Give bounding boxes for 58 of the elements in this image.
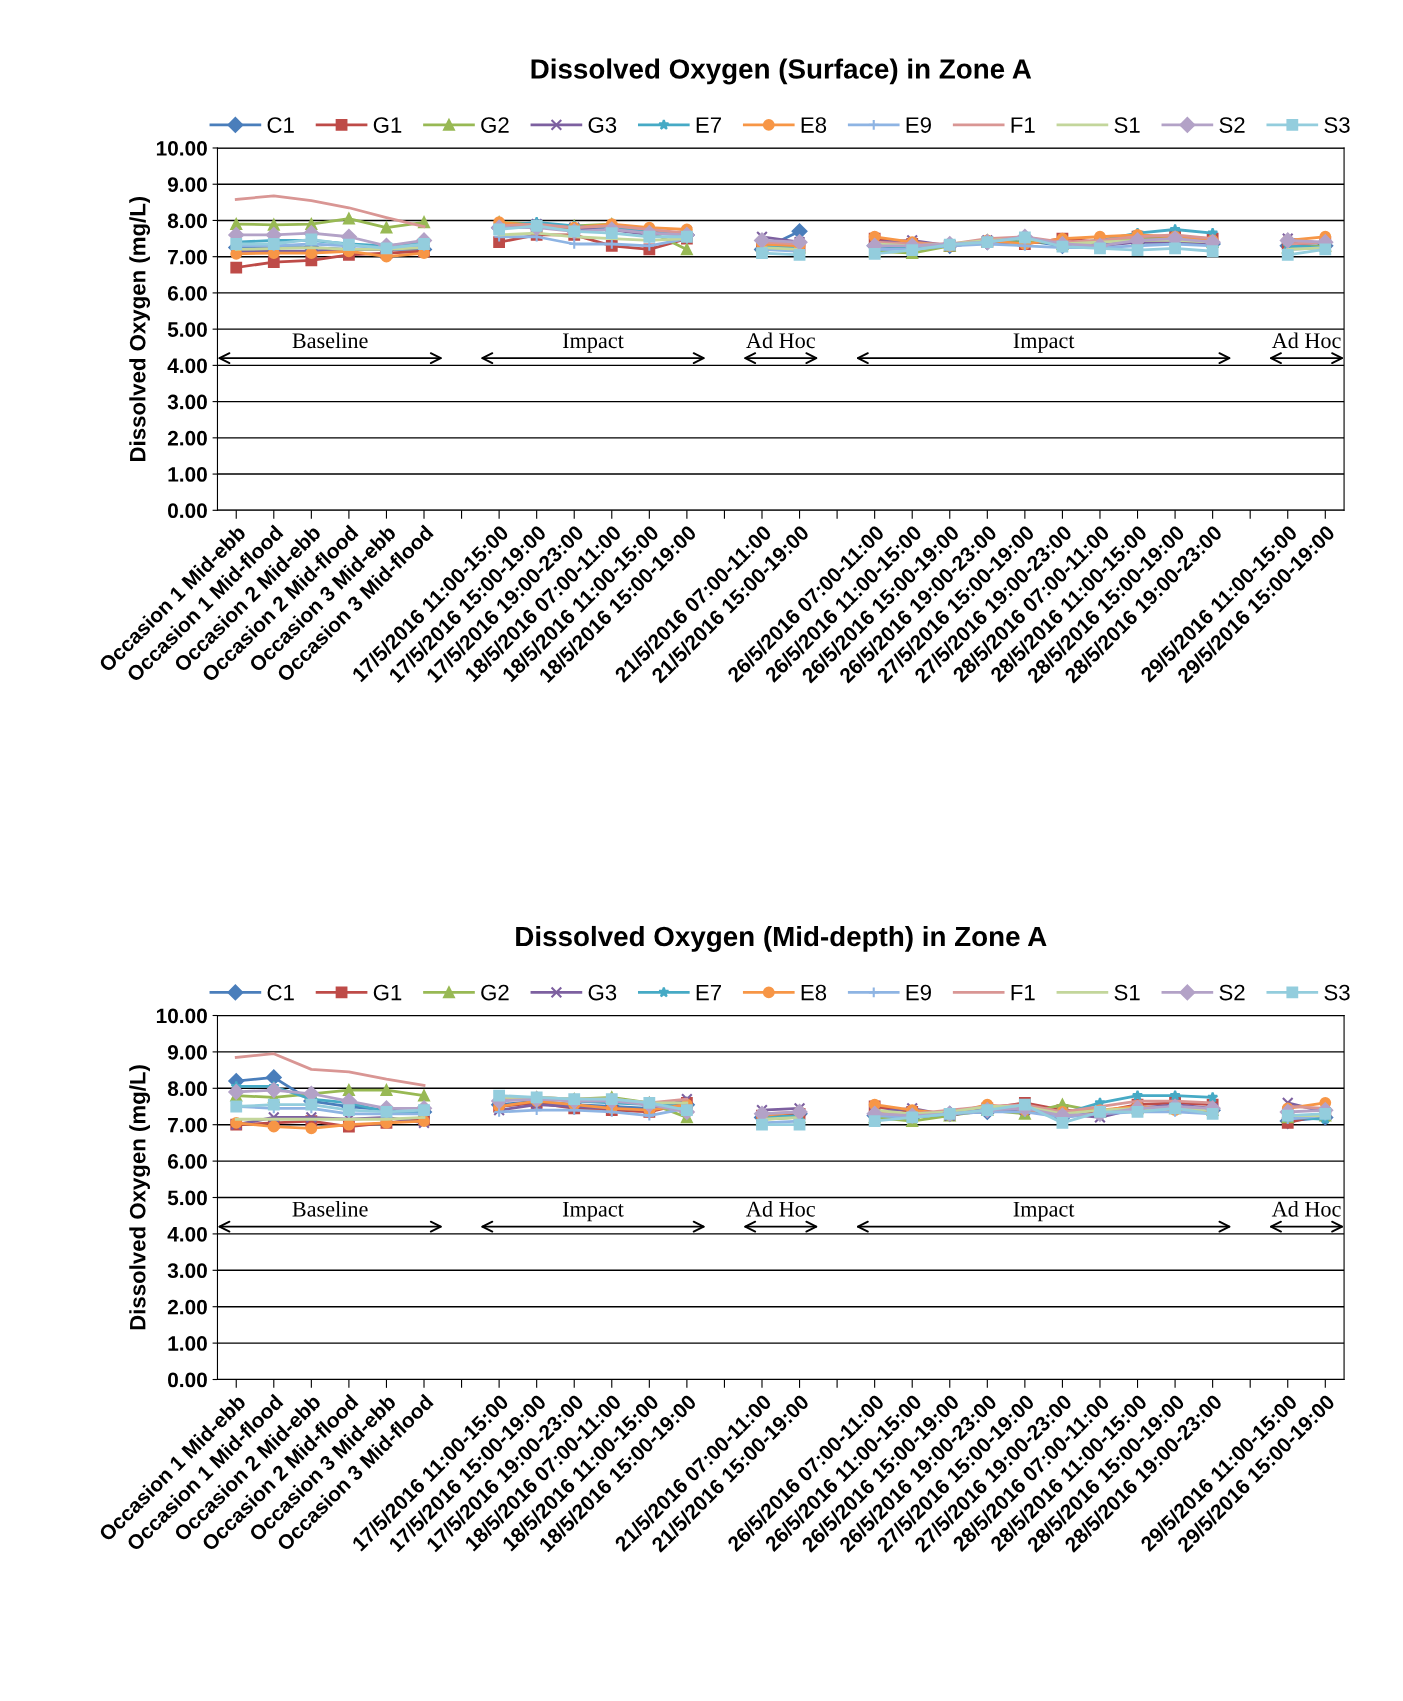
chart-title: Dissolved Oxygen (Surface) in Zone A xyxy=(531,58,1032,85)
y-tick-label: 2.00 xyxy=(167,1299,207,1315)
legend-label: F1 xyxy=(1011,117,1035,133)
annotation: Impact xyxy=(562,1201,624,1222)
legend-label: G3 xyxy=(588,984,617,1001)
legend-label: E9 xyxy=(906,984,931,1001)
y-tick-label: 0.00 xyxy=(168,1372,207,1388)
y-tick-label: 6.00 xyxy=(167,1154,207,1169)
y-tick-label: 8.00 xyxy=(167,1081,207,1097)
legend-label: G2 xyxy=(481,984,509,1001)
y-tick-label: 7.00 xyxy=(168,1117,207,1133)
y-tick-label: 4.00 xyxy=(167,1226,207,1242)
y-tick-label: 5.00 xyxy=(167,322,207,337)
annotation: Ad Hoc xyxy=(746,1201,815,1217)
y-tick-label: 10.00 xyxy=(156,1008,207,1024)
legend-label: G3 xyxy=(588,117,617,133)
chart-title: Dissolved Oxygen (Mid-depth) in Zone A xyxy=(516,925,1047,952)
annotation: Impact xyxy=(1013,1201,1075,1222)
legend-label: E8 xyxy=(801,984,827,1001)
y-tick-label: 10.00 xyxy=(156,140,207,156)
legend-label: C1 xyxy=(267,984,294,1001)
legend-label: S3 xyxy=(1324,984,1350,1001)
annotation: Impact xyxy=(1013,333,1075,353)
y-tick-label: 6.00 xyxy=(167,285,207,301)
y-tick-label: 3.00 xyxy=(167,1263,207,1279)
y-tick-label: 8.00 xyxy=(167,213,207,229)
legend-label: S1 xyxy=(1114,984,1140,1001)
legend-label: C1 xyxy=(267,117,294,133)
annotation: Baseline xyxy=(292,332,368,349)
legend-label: S3 xyxy=(1324,117,1350,133)
annotation: Impact xyxy=(562,333,624,353)
legend-label: E8 xyxy=(801,117,827,133)
annotation: Ad Hoc xyxy=(1271,332,1341,349)
annotation: Ad Hoc xyxy=(746,332,815,349)
legend-label: S1 xyxy=(1114,117,1140,133)
legend-label: E7 xyxy=(696,117,721,133)
y-tick-label: 9.00 xyxy=(167,177,207,192)
y-tick-label: 9.00 xyxy=(167,1044,207,1060)
y-tick-label: 5.00 xyxy=(167,1190,207,1206)
legend-label: S2 xyxy=(1219,117,1245,133)
y-tick-label: 4.00 xyxy=(167,358,207,374)
y-tick-label: 0.00 xyxy=(168,503,207,519)
legend-label: G1 xyxy=(373,984,402,1001)
annotation: Baseline xyxy=(292,1201,368,1217)
annotation: Ad Hoc xyxy=(1271,1201,1341,1217)
y-tick-label: 1.00 xyxy=(168,467,207,482)
y-tick-label: 7.00 xyxy=(168,249,207,265)
y-axis-title: Dissolved Oxygen (mg/L) xyxy=(129,196,151,462)
legend-label: E9 xyxy=(906,117,931,133)
legend-label: S2 xyxy=(1219,984,1245,1001)
y-axis-title: Dissolved Oxygen (mg/L) xyxy=(129,1065,151,1330)
y-tick-label: 2.00 xyxy=(167,430,207,446)
legend-label: F1 xyxy=(1011,984,1035,1001)
y-tick-label: 1.00 xyxy=(168,1336,207,1351)
legend-label: G2 xyxy=(481,117,509,133)
y-tick-label: 3.00 xyxy=(167,394,207,410)
legend-label: G1 xyxy=(373,117,402,133)
legend-label: E7 xyxy=(696,984,721,1001)
